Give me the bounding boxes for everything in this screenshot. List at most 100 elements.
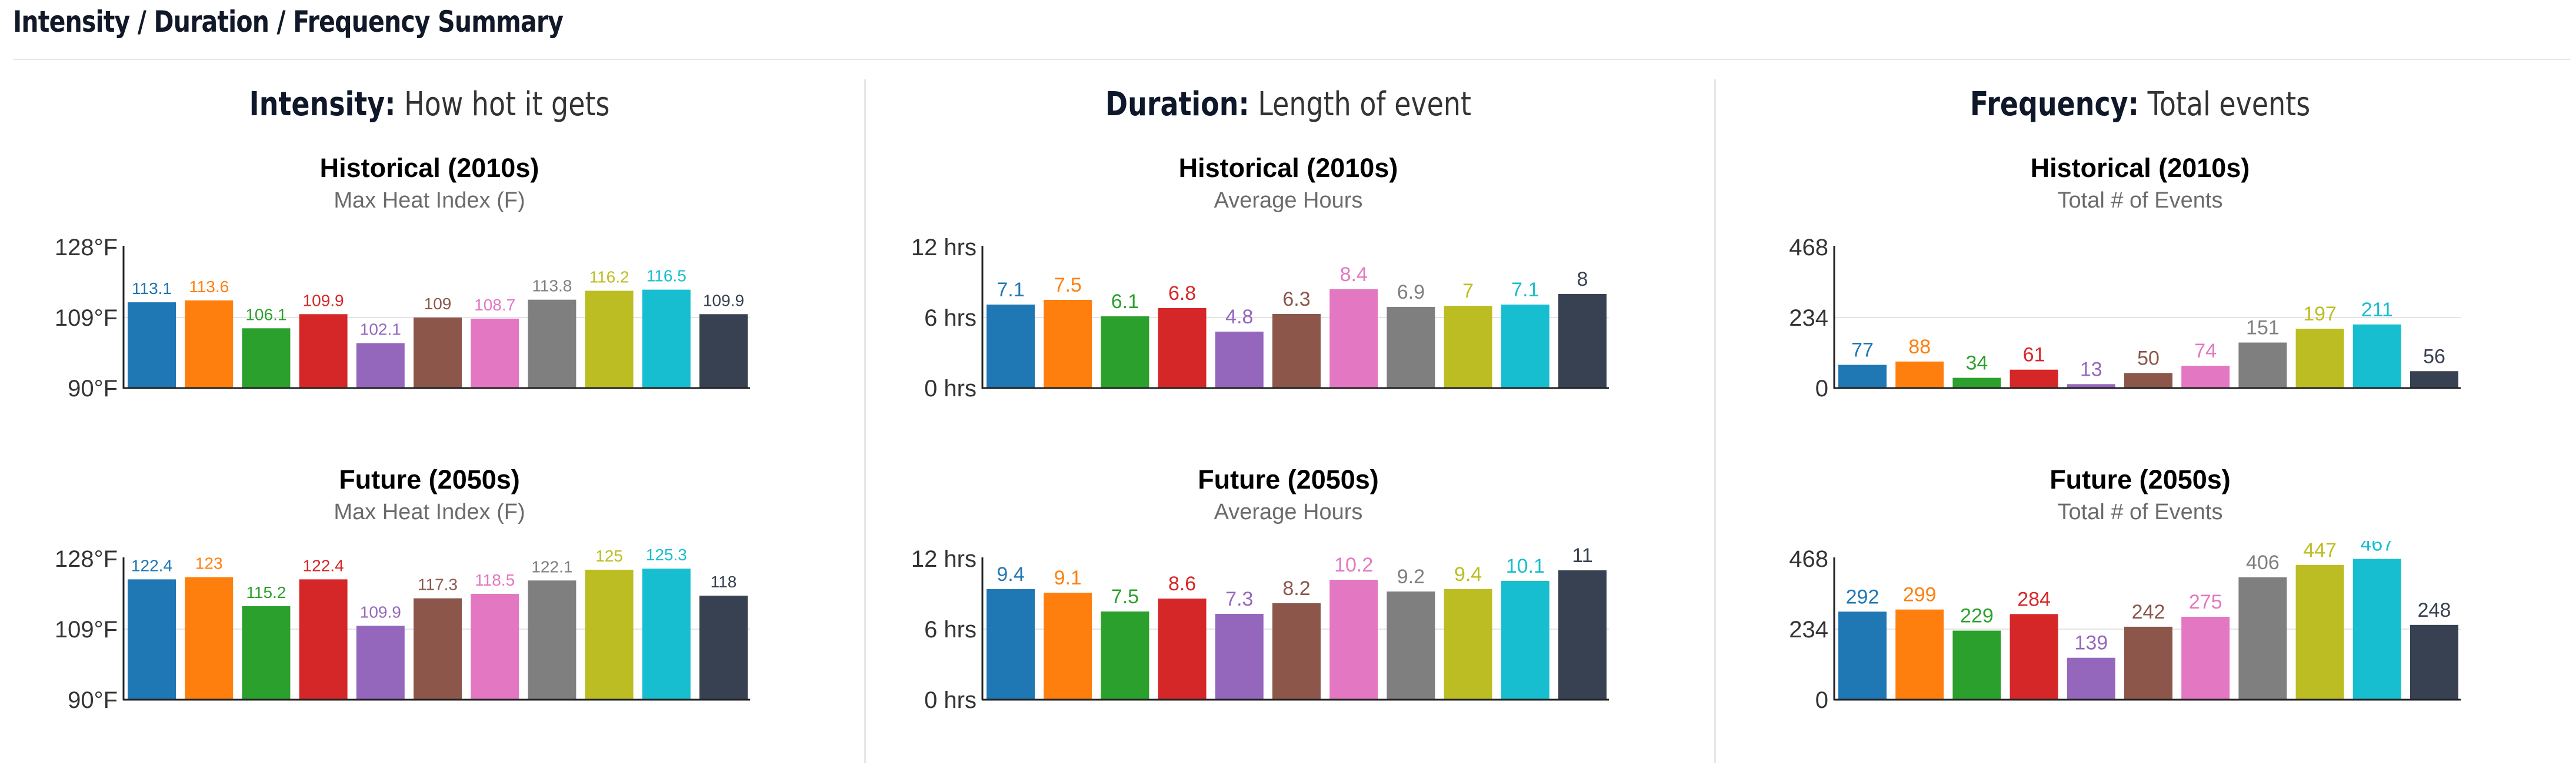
chart-title: Future (2050s) [1198,464,1379,494]
bar [242,328,291,388]
data-label: 151 [2246,317,2280,339]
panel-heading-description: Length of event [1249,85,1471,123]
data-label: 8.4 [1340,263,1368,286]
data-label: 7.5 [1111,586,1139,608]
y-tick-label: 468 [1789,546,1828,572]
data-label: 6.3 [1282,288,1310,310]
bar [1215,614,1264,700]
data-label: 9.4 [997,563,1024,586]
bar [2181,616,2230,700]
column-divider-1 [864,79,866,763]
y-tick-label: 90°F [68,376,118,402]
y-tick-label: 128°F [55,546,118,572]
bar [2067,384,2115,388]
data-label: 284 [2017,588,2051,610]
duration-future-chart: Future (2050s) Average Hours 0 hrs 6 hrs 1… [865,464,1712,776]
bar [585,569,634,700]
chart-title: Historical (2010s) [319,153,539,183]
page-title: Intensity / Duration / Frequency Summary [13,5,564,39]
bar [414,598,462,700]
chart-subtitle: Average Hours [1214,500,1363,524]
bar [1272,314,1321,388]
bar [1838,611,1887,700]
y-tick-label: 234 [1789,305,1828,331]
data-label: 50 [2137,347,2160,369]
title-divider [13,59,2570,60]
data-label: 116.5 [647,267,687,285]
bar-chart: 90°F 109°F 128°F 113.1 113.6 106.1 109.9 102.1 1… [55,235,750,402]
bar [2238,342,2287,388]
bar [299,579,348,700]
data-label: 211 [2361,299,2393,321]
chart-title: Future (2050s) [339,464,520,494]
panel-heading: Duration: Length of event [941,85,1636,123]
bar [299,314,348,388]
y-tick-label: 109°F [55,305,118,331]
data-label: 10.2 [1334,554,1373,576]
y-tick-label: 109°F [55,617,118,643]
frequency-panel: Frequency: Total events Historical (2010… [1717,79,2564,763]
bar [1158,599,1207,700]
bar [1952,377,2001,388]
bar [1215,332,1264,388]
data-label: 275 [2189,591,2222,613]
data-label: 248 [2418,599,2451,621]
data-label: 7.3 [1225,588,1253,610]
bar [471,594,519,700]
data-label: 122.4 [131,556,172,574]
bar [2010,369,2058,388]
data-label: 109.9 [703,291,744,309]
y-tick-label: 6 hrs [924,617,977,643]
chart-title: Historical (2010s) [2030,153,2250,183]
intensity-historical-chart: Historical (2010s) Max Heat Index (F) 90… [6,153,853,464]
data-label: 122.4 [303,556,344,574]
data-label: 118.5 [475,571,515,589]
bar [1387,307,1435,388]
data-label: 9.4 [1454,563,1482,586]
intensity-panel: Intensity: How hot it gets Historical (2… [6,79,853,763]
data-label: 4.8 [1225,306,1253,328]
data-label: 6.9 [1397,281,1425,303]
bar [1838,365,1887,388]
chart-subtitle: Average Hours [1214,188,1363,213]
y-tick-label: 6 hrs [924,305,977,331]
data-label: 34 [1965,352,1988,375]
data-label: 11 [1572,544,1592,567]
panel-heading: Intensity: How hot it gets [82,85,777,123]
data-label: 139 [2074,632,2108,654]
bar [528,580,576,700]
bar [699,596,748,700]
data-label: 74 [2194,340,2217,362]
data-label: 122.1 [531,557,572,576]
bar [1895,361,1944,388]
data-label: 123 [195,554,223,573]
bar-chart: 0 234 468 292 299 229 284 139 242 275 406 447 467 248 [1789,541,2461,713]
panel-heading-label: Frequency: [1970,85,2139,123]
data-label: 108.7 [474,296,515,314]
chart-subtitle: Max Heat Index (F) [334,500,525,524]
data-label: 113.1 [132,279,172,298]
bar [242,606,291,700]
data-label: 88 [1908,336,1931,358]
bar [1444,306,1492,388]
data-label: 9.1 [1054,567,1082,589]
data-label: 8.6 [1168,573,1196,595]
panel-heading-label: Duration: [1105,85,1249,123]
bar [1101,316,1149,388]
data-label: 56 [2423,345,2445,367]
frequency-historical-chart: Historical (2010s) Total # of Events 0 23… [1717,153,2564,464]
bar [185,577,234,700]
data-label: 13 [2080,358,2102,380]
y-tick-label: 234 [1789,617,1828,643]
data-label: 242 [2132,601,2165,623]
data-label: 7.1 [1511,279,1539,301]
bar [2295,564,2344,700]
bar [2352,559,2401,700]
bar [1895,609,1944,700]
data-label: 406 [2246,552,2280,574]
chart-title: Future (2050s) [2050,464,2231,494]
bar [128,579,176,700]
data-label: 6.1 [1111,290,1139,313]
bar [1329,580,1378,700]
data-label: 292 [1846,586,1879,608]
